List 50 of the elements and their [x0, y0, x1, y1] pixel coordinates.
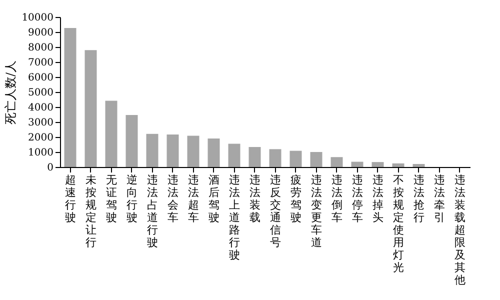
x-tick-label: 酒后驾驶: [208, 174, 220, 224]
bar: [146, 134, 158, 167]
y-tick-label: 5000: [28, 88, 54, 98]
y-axis-title: 死亡人数/人: [4, 60, 18, 125]
x-tick-label: 违法停车: [352, 174, 363, 224]
y-tick-label: 3000: [28, 118, 54, 128]
y-tick-label: 6000: [28, 72, 54, 84]
bar: [351, 162, 364, 167]
bar: [187, 136, 200, 167]
y-tick-label: 4000: [28, 102, 54, 114]
y-tick-label: 10000: [22, 12, 54, 24]
x-tick-label: 违法占道行驶: [146, 174, 158, 249]
bar: [290, 150, 302, 167]
x-tick-label: 违法掉头: [372, 174, 384, 224]
x-tick-label: 违法变更车道: [310, 174, 322, 249]
bar: [392, 163, 404, 167]
x-tick-label: 无证驾驶: [106, 174, 117, 224]
x-tick-label: 违反交通信号: [270, 174, 281, 249]
x-tick-label: 不按规定使用灯光: [392, 174, 404, 274]
y-tick-label: 1000: [28, 148, 54, 158]
x-tick-label: 超速行驶: [64, 174, 76, 224]
bar: [64, 28, 76, 167]
x-tick-label: 违法牵引: [434, 174, 445, 224]
y-tick-label: 9000: [28, 28, 54, 38]
y-tick-label: 7000: [28, 58, 54, 68]
x-tick-label: 未按规定让行: [85, 174, 96, 249]
y-tick-label: 0: [47, 162, 54, 174]
y-tick-label: 2000: [28, 132, 54, 144]
bar: [84, 50, 97, 167]
bar: [330, 157, 343, 167]
y-tick-label: 8000: [28, 42, 54, 54]
bar: [310, 152, 322, 167]
x-tick-label: 违法会车: [167, 174, 178, 224]
x-tick-label: 疲劳驾驶: [290, 174, 302, 224]
bar: [228, 144, 240, 167]
x-tick-label: 违法超车: [188, 174, 199, 224]
x-tick-label: 违法装载: [249, 174, 260, 224]
bar: [248, 147, 261, 167]
bar: [412, 164, 425, 167]
bar: [208, 138, 220, 167]
x-tick-label: 违法抢行: [413, 174, 424, 224]
bar: [269, 149, 282, 167]
bar: [105, 100, 118, 167]
category-label: 违法装载超限及其他: [454, 174, 466, 286]
bar: [166, 134, 179, 167]
x-tick-label: 逆向行驶: [126, 174, 138, 224]
x-tick-label: 违法倒车: [331, 174, 342, 224]
bar: [372, 162, 384, 167]
x-tick-label: 违法上道路行驶: [228, 174, 240, 262]
bar: [126, 114, 138, 167]
